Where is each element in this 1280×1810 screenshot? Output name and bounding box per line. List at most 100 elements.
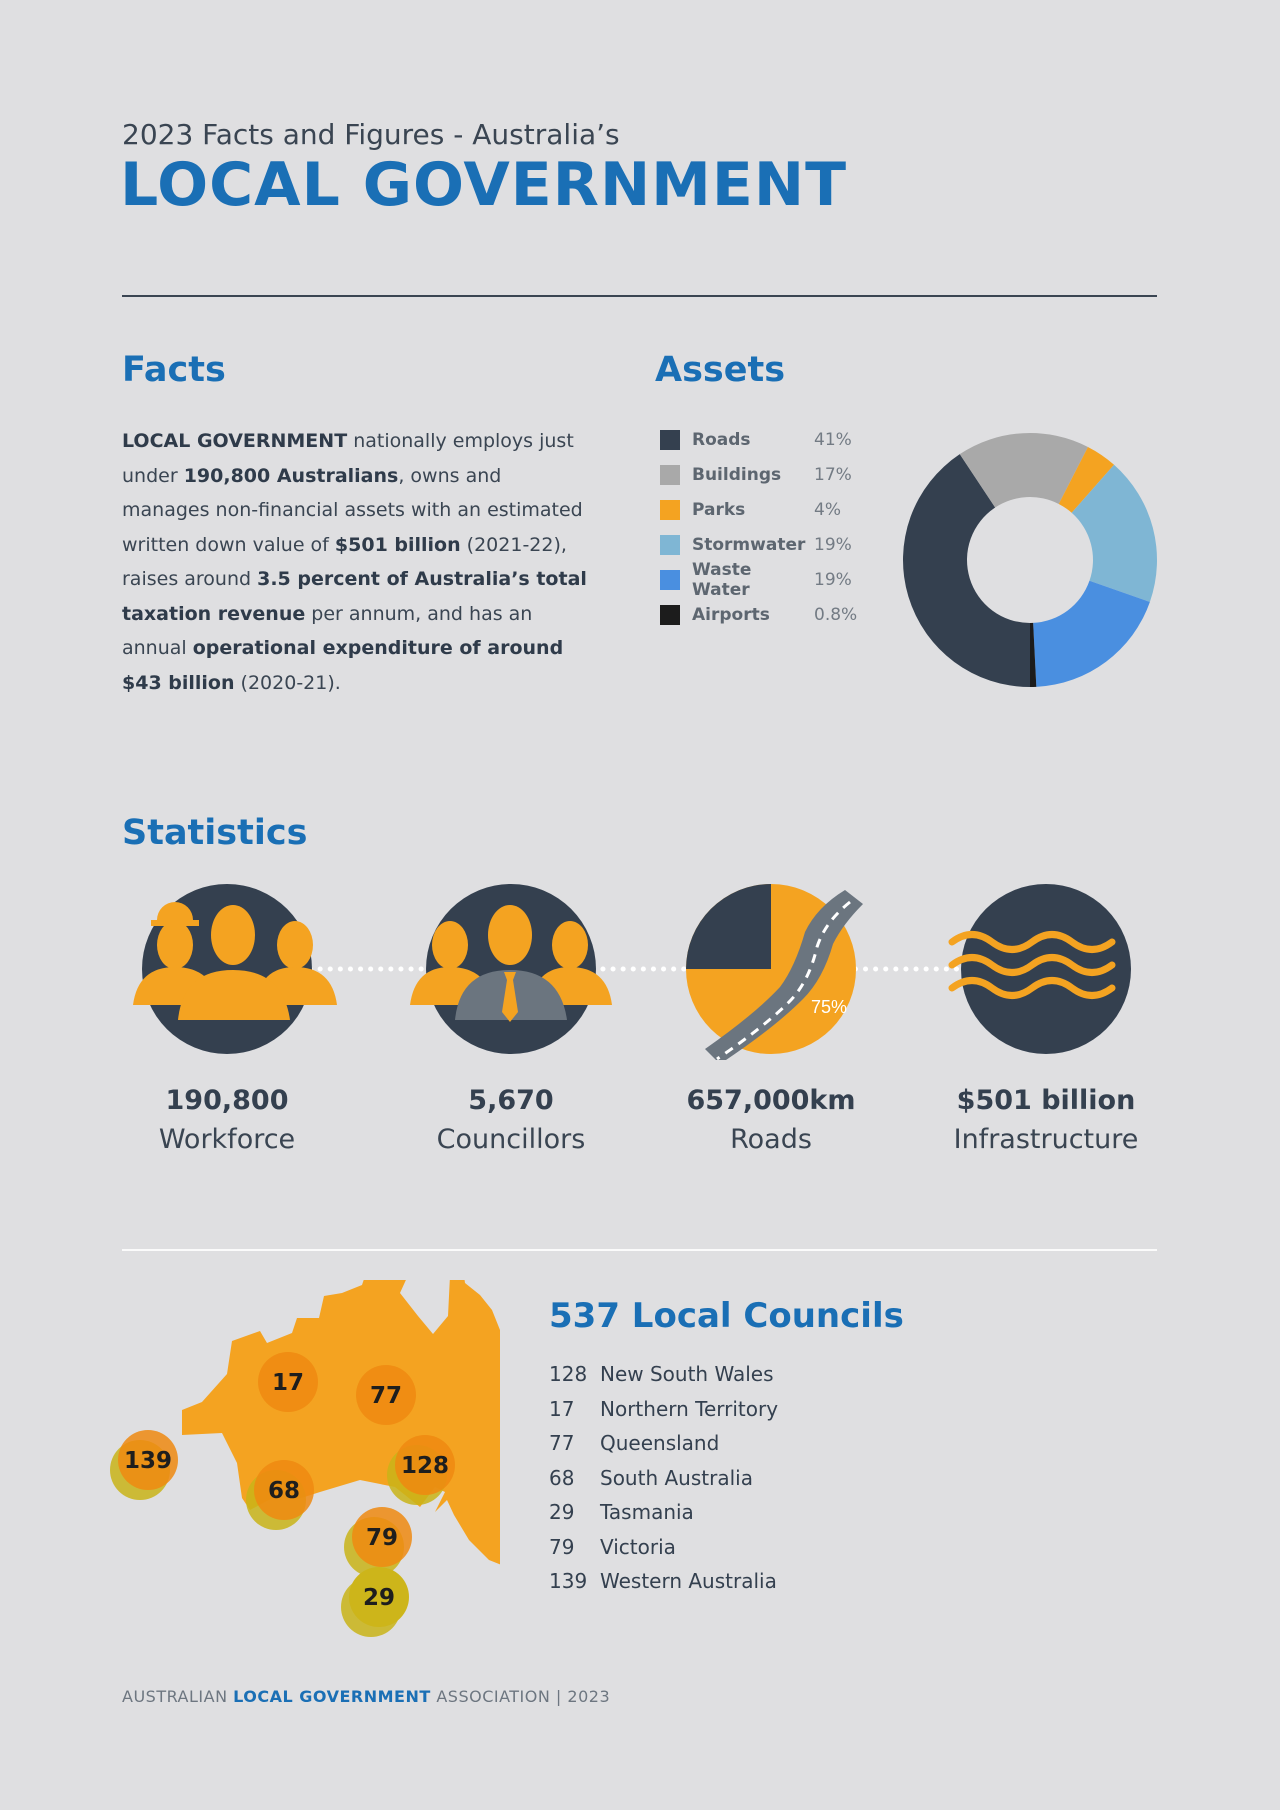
council-row: 17 Northern Territory [549, 1392, 778, 1427]
state-name: South Australia [600, 1465, 753, 1490]
stat-label: Councillors [436, 1124, 586, 1155]
map-bubble [352, 1507, 412, 1567]
map-bubble [395, 1435, 455, 1495]
facts-heading: Facts [122, 350, 226, 390]
council-count: 29 [549, 1500, 575, 1525]
council-count: 128 [549, 1362, 588, 1387]
legend-item: Stormwater 19% [660, 527, 852, 562]
council-count: 79 [549, 1534, 575, 1559]
footer: AUSTRALIAN LOCAL GOVERNMENT ASSOCIATION … [122, 1687, 610, 1706]
donut-slice-parks [1058, 446, 1115, 513]
legend-label: Stormwater [692, 534, 806, 555]
map-bubble [118, 1430, 178, 1490]
state-name: Western Australia [600, 1569, 777, 1594]
donut-slice-stormwater [1071, 464, 1157, 602]
council-row: 139 Western Australia [549, 1564, 777, 1599]
legend-value: 19% [814, 534, 852, 555]
facts-text-part: $501 billion [334, 533, 461, 556]
legend-label: Waste Water [692, 559, 752, 600]
stat-value: 657,000km [686, 1085, 856, 1116]
council-count: 68 [549, 1465, 575, 1490]
legend-item: Roads 41% [660, 422, 852, 457]
state-name: Queensland [600, 1431, 720, 1456]
facts-text-part: operational expenditure of around $43 bi… [122, 637, 564, 694]
legend-swatch [660, 534, 680, 555]
state-name: Victoria [600, 1534, 676, 1559]
facts-text-part: per annum, and has an annual [122, 602, 533, 660]
donut-slice-waste-water [1033, 580, 1150, 687]
facts-text-part: nationally employs just under [122, 430, 574, 487]
state-name: Tasmania [600, 1500, 694, 1525]
legend-swatch [660, 604, 680, 625]
council-row: 29 Tasmania [549, 1495, 694, 1530]
facts-text-part: (2021-22), raises around [122, 533, 567, 591]
council-row: 77 Queensland [549, 1426, 719, 1461]
legend-label: Roads [692, 429, 751, 450]
legend-label: Parks [692, 499, 746, 520]
council-count: 17 [549, 1396, 575, 1421]
council-count: 77 [549, 1431, 575, 1456]
legend-value: 41% [814, 429, 852, 450]
legend-label: Airports [692, 604, 770, 625]
footer-brand: LOCAL GOVERNMENT [233, 1687, 431, 1706]
map-bubble-label: 128 [401, 1453, 449, 1479]
map-bubble [356, 1365, 416, 1425]
legend-item: Parks 4% [660, 492, 841, 527]
legend-item: Buildings 17% [660, 457, 852, 492]
facts-text-part: (2020-21). [234, 671, 341, 694]
facts-text-part: , owns and manages non-financial assets … [122, 464, 583, 556]
water-waves-icon [948, 884, 1131, 1054]
state-name: Northern Territory [600, 1396, 779, 1421]
donut-slice-buildings [959, 433, 1088, 508]
stat-value: 190,800 [165, 1085, 289, 1116]
footer-text: ASSOCIATION | 2023 [430, 1687, 611, 1706]
map-bubble [349, 1567, 409, 1627]
divider [122, 295, 1157, 297]
workers-icon [133, 884, 337, 1054]
statistics-icons: 75% [133, 884, 1131, 1060]
facts-text: LOCAL GOVERNMENT nationally employs just… [122, 424, 592, 700]
map-bubble-label: 77 [370, 1383, 402, 1409]
legend-swatch [660, 569, 680, 590]
statistics-heading: Statistics [122, 813, 308, 853]
donut-slice-airports [1030, 622, 1037, 687]
legend-value: 4% [814, 499, 841, 520]
map-bubble-label: 139 [124, 1448, 172, 1474]
footer-text: AUSTRALIAN [122, 1687, 234, 1706]
page-title: LOCAL GOVERNMENT [120, 150, 848, 220]
stat-label: Workforce [158, 1124, 296, 1155]
state-name: New South Wales [600, 1362, 774, 1387]
road-icon: 75% [686, 884, 863, 1060]
stat-label: Roads [730, 1124, 812, 1155]
assets-donut-chart [903, 433, 1157, 687]
council-row: 68 South Australia [549, 1461, 753, 1496]
council-row: 128 New South Wales [549, 1357, 774, 1392]
divider [122, 1249, 1157, 1251]
road-pie-label: 75% [811, 997, 847, 1017]
council-row: 79 Victoria [549, 1530, 676, 1565]
map-bubble-label: 79 [366, 1525, 398, 1551]
stat-value: $501 billion [956, 1085, 1136, 1116]
legend-item: Waste Water 19% [660, 559, 852, 600]
council-count: 139 [549, 1569, 588, 1594]
legend-value: 0.8% [814, 604, 858, 625]
donut-slice-roads [903, 454, 1030, 687]
subtitle: 2023 Facts and Figures - Australia’s [122, 118, 620, 151]
facts-text-part: LOCAL GOVERNMENT [122, 430, 348, 452]
map-bubble-label: 17 [272, 1370, 304, 1396]
councillors-icon [410, 884, 612, 1054]
legend-swatch [660, 464, 680, 485]
councils-heading: 537 Local Councils [549, 1296, 904, 1336]
facts-text-part: 190,800 Australians [183, 464, 399, 487]
map-bubble [254, 1460, 314, 1520]
stat-value: 5,670 [468, 1085, 554, 1116]
legend-label: Buildings [692, 464, 782, 485]
assets-heading: Assets [655, 350, 786, 390]
australia-map: 17 77 139 128 68 79 29 [110, 1280, 500, 1637]
legend-swatch [660, 499, 680, 520]
legend-swatch [660, 429, 680, 450]
map-bubble [258, 1352, 318, 1412]
stat-label: Infrastructure [953, 1124, 1139, 1155]
map-bubble-label: 68 [268, 1478, 300, 1504]
